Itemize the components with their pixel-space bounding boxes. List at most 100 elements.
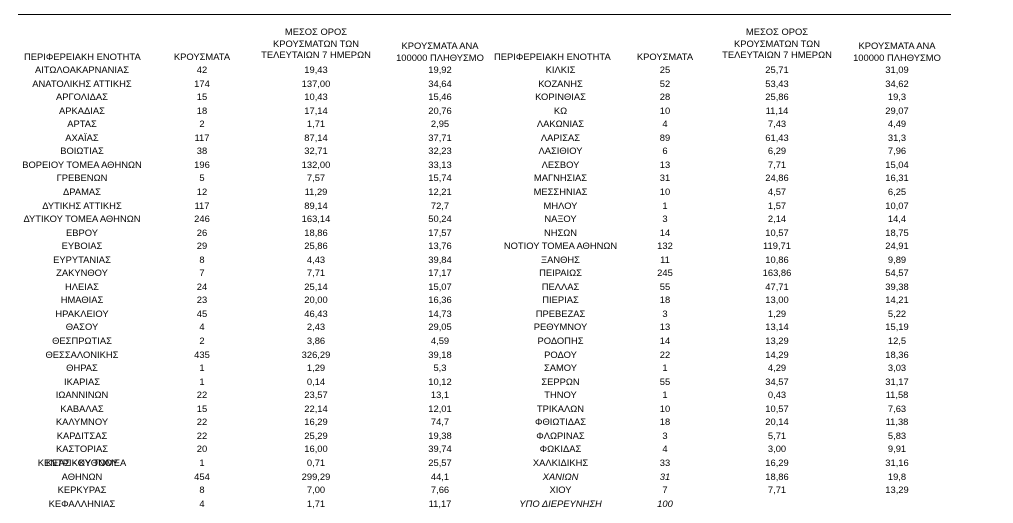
cases-right: 25	[659, 64, 671, 75]
table-row: ΙΚΑΡΙΑΣ 1 0,14 10,12 ΣΕΡΡΩΝ 55 34,57 31,17	[0, 375, 1013, 390]
cases-right: 11	[660, 253, 670, 265]
table-row: ΘΕΣΠΡΩΤΙΑΣ 2 3,86 4,59 ΡΟΔΟΠΗΣ 14 13,29 12,5	[0, 336, 1013, 349]
header-cases-left: ΚΡΟΥΣΜΑΤΑ	[173, 51, 231, 62]
avg7-left: 0,14	[306, 375, 326, 387]
region-name-right: ΠΕΙΡΑΙΩΣ	[539, 267, 582, 279]
per100k-right: 9,89	[887, 253, 907, 265]
avg7-left: 1,71	[306, 497, 326, 509]
avg7-right: 18,86	[765, 470, 789, 482]
region-name-right: ΦΛΩΡΙΝΑΣ	[536, 429, 585, 441]
avg7-right: 24,86	[765, 172, 789, 184]
cases-right: 31	[659, 172, 671, 184]
avg7-right: 1,29	[767, 307, 787, 319]
avg7-left: 1,29	[306, 362, 326, 374]
per100k-right: 16,31	[885, 172, 909, 184]
cases-right: 1	[662, 362, 668, 374]
cases-left: 24	[196, 280, 208, 292]
avg7-left: 7,00	[306, 484, 326, 496]
avg7-right: 2,14	[767, 213, 787, 225]
table-row: ΖΑΚΥΝΘΟΥ 7 7,71 17,17 ΠΕΙΡΑΙΩΣ 245 163,86 54,57	[0, 268, 1013, 281]
region-name-left: ΑΘΗΝΩΝ	[61, 470, 103, 482]
cases-left: 2	[199, 335, 205, 346]
region-name-right: ΧΑΛΚΙΔΙΚΗΣ	[532, 456, 589, 468]
avg7-left: 163,14	[301, 213, 331, 225]
cases-right: 100	[657, 497, 673, 509]
region-name-right: ΚΙΛΚΙΣ	[545, 64, 576, 75]
per100k-left: 5,3	[433, 362, 447, 374]
table-row: ΑΧΑΪΑΣ 117 87,14 37,71 ΛΑΡΙΣΑΣ 89 61,43 31,3	[0, 131, 1013, 146]
header-per100k-left: ΚΡΟΥΣΜΑΤΑ ΑΝΑ 100000 ΠΛΗΘΥΣΜΟ	[396, 40, 484, 63]
avg7-right: 10,86	[765, 253, 789, 265]
region-name-right: ΣΑΜΟΥ	[543, 362, 578, 374]
cases-left: 22	[196, 389, 208, 401]
region-name-right: ΥΠΟ ΔΙΕΡΕΥΝΗΣΗ	[519, 497, 602, 509]
cases-left: 22	[196, 429, 208, 441]
region-name-right: ΜΕΣΣΗΝΙΑΣ	[533, 185, 588, 197]
cases-right: 55	[659, 280, 671, 292]
region-name-left: ΔΥΤΙΚΟΥ ΤΟΜΕΑ ΑΘΗΝΩΝ	[23, 213, 141, 225]
table-row: ΗΜΑΘΙΑΣ 23 20,00 16,36 ΠΙΕΡΙΑΣ 18 13,00 14,21	[0, 295, 1013, 308]
per100k-right: 14,4	[887, 213, 907, 225]
per100k-left: 7,66	[430, 484, 450, 496]
avg7-right: 3,00	[767, 443, 787, 455]
avg7-left: 19,43	[304, 64, 328, 75]
per100k-right: 19,3	[887, 91, 907, 103]
header-region-left: ΠΕΡΙΦΕΡΕΙΑΚΗ ΕΝΟΤΗΤΑ	[24, 51, 141, 62]
per100k-right: 19,8	[887, 470, 907, 482]
per100k-right: 54,57	[885, 267, 909, 279]
cases-right: 18	[659, 294, 671, 306]
table-row: ΑΡΤΑΣ 2 1,71 2,95 ΛΑΚΩΝΙΑΣ 4 7,43 4,49	[0, 119, 1013, 132]
avg7-left: 7,71	[306, 267, 326, 279]
per100k-left: 13,76	[428, 240, 452, 252]
per100k-left: 33,13	[428, 158, 452, 170]
table-row: ΚΑΣΤΟΡΙΑΣ 20 16,00 39,74 ΦΩΚΙΔΑΣ 4 3,00 9,91	[0, 444, 1013, 457]
region-name-right: ΚΟΡΙΝΘΙΑΣ	[535, 91, 586, 103]
cases-right: 55	[659, 375, 671, 387]
region-name-left: ΑΡΓΟΛΙΔΑΣ	[56, 91, 108, 103]
avg7-left: 11,29	[304, 185, 328, 197]
cases-left: 1	[199, 362, 205, 374]
avg7-left: 132,00	[301, 158, 331, 170]
cases-left: 38	[196, 145, 208, 157]
table-row: ΗΛΕΙΑΣ 24 25,14 15,07 ΠΕΛΛΑΣ 55 47,71 39,38	[0, 280, 1013, 295]
avg7-left: 46,43	[304, 307, 328, 319]
per100k-right: 24,91	[885, 240, 909, 252]
per100k-right: 12,5	[887, 335, 907, 346]
per100k-left: 39,84	[428, 253, 452, 265]
per100k-right: 3,03	[887, 362, 907, 374]
cases-right: 18	[659, 416, 671, 428]
region-name-right: ΡΟΔΟΠΗΣ	[537, 335, 584, 346]
region-name-left: ΔΡΑΜΑΣ	[63, 185, 101, 197]
avg7-left: 25,86	[304, 240, 328, 252]
cases-right: 4	[662, 443, 668, 455]
region-name-left: ΚΕΦΑΛΛΗΝΙΑΣ	[48, 497, 116, 509]
per100k-left: 39,74	[428, 443, 452, 455]
cases-left: 7	[199, 267, 205, 279]
cases-left: 23	[196, 294, 208, 306]
region-name-right: ΛΑΣΙΘΙΟΥ	[538, 145, 583, 157]
avg7-right: 0,43	[767, 389, 787, 401]
cases-left: 196	[194, 158, 210, 170]
region-name-left: ΙΚΑΡΙΑΣ	[63, 375, 101, 387]
cases-left: 15	[196, 402, 208, 414]
cases-right: 132	[657, 240, 673, 252]
region-name-right: ΧΑΝΙΩΝ	[542, 470, 579, 482]
header-cases-right: ΚΡΟΥΣΜΑΤΑ	[636, 51, 694, 62]
cases-right: 1	[662, 199, 668, 211]
table-row: ΘΑΣΟΥ 4 2,43 29,05 ΡΕΘΥΜΝΟΥ 13 13,14 15,19	[0, 322, 1013, 335]
avg7-left: 18,86	[304, 226, 328, 238]
avg7-right: 7,71	[767, 484, 787, 496]
table-row: ΚΕΝΤΡΙΚΟΥ ΤΟΜΕΑ ΑΘΗΝΩΝ 454 299,29 44,1 ΧΑΝΙΩΝ…	[0, 458, 1013, 485]
avg7-left: 137,00	[301, 77, 331, 89]
cases-right: 52	[659, 77, 671, 89]
cases-right: 1	[662, 389, 668, 401]
cases-right: 3	[662, 429, 668, 441]
per100k-right: 18,36	[885, 348, 909, 360]
table-row: ΓΡΕΒΕΝΩΝ 5 7,57 15,74 ΜΑΓΝΗΣΙΑΣ 31 24,86 16,31	[0, 173, 1013, 186]
region-name-right: ΚΟΖΑΝΗΣ	[538, 77, 583, 89]
per100k-right: 34,62	[885, 77, 909, 89]
cases-left: 1	[199, 456, 205, 468]
cases-left: 8	[199, 484, 205, 496]
avg7-left: 87,14	[304, 131, 328, 143]
cases-left: 435	[194, 348, 210, 360]
